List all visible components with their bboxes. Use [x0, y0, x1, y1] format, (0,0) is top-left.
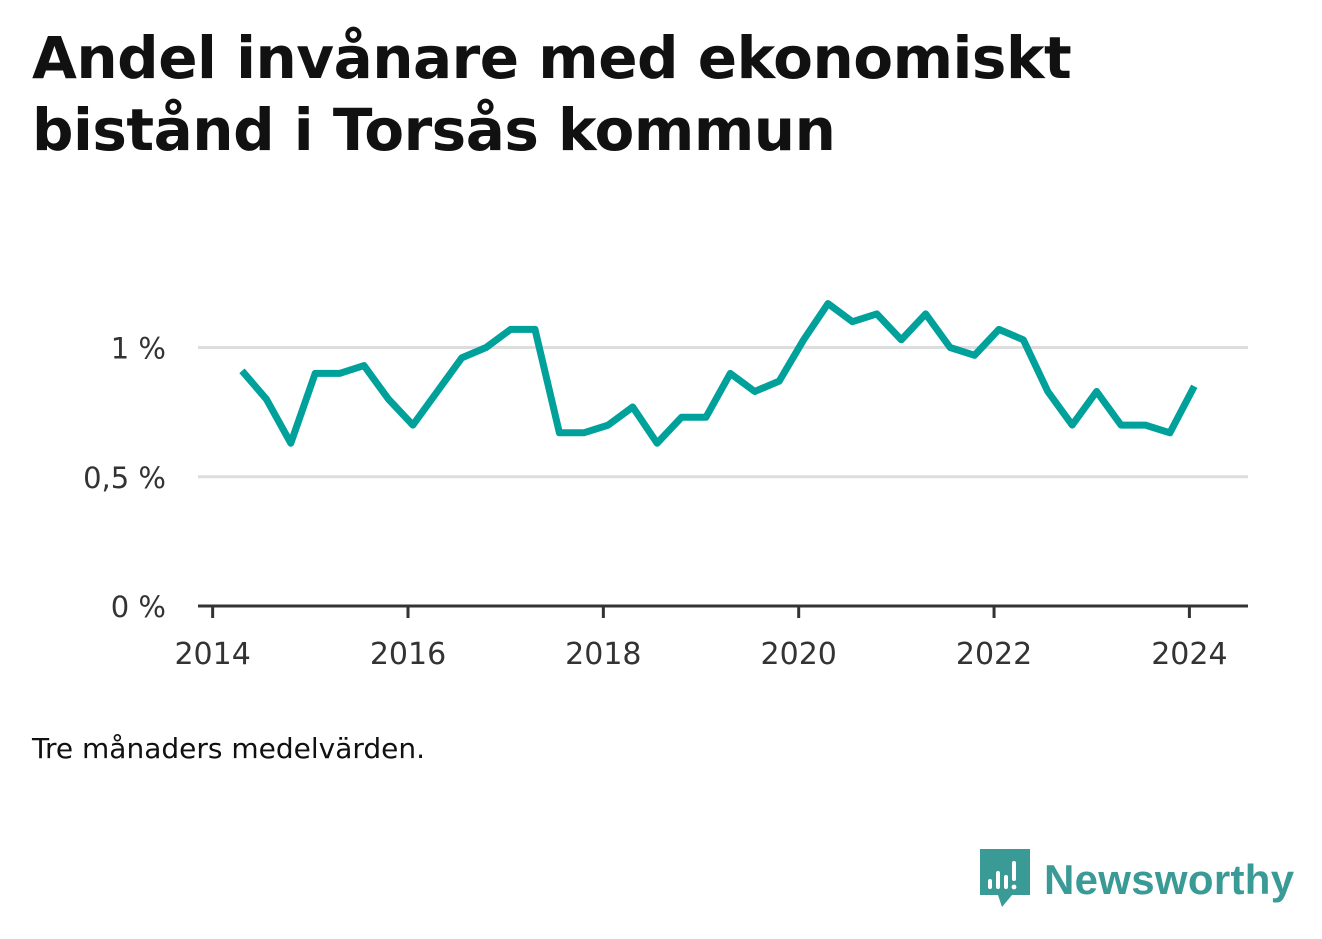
- x-tick-label: 2018: [565, 637, 641, 672]
- chart-note: Tre månaders medelvärden.: [32, 732, 426, 765]
- brand-name: Newsworthy: [1044, 856, 1295, 903]
- series-line: [239, 300, 1198, 447]
- newsworthy-logo-icon: [980, 849, 1030, 907]
- x-tick-label: 2014: [174, 637, 250, 672]
- x-tick-label: 2022: [956, 637, 1032, 672]
- chart-title: Andel invånare med ekonomiskt bistånd i …: [32, 24, 1072, 164]
- line-chart: 0 % 0,5 % 1 % 2014 2016 2018 2020 2022 2024: [83, 300, 1248, 672]
- brand-logo[interactable]: Newsworthy: [980, 848, 1294, 912]
- y-tick-label: 0 %: [111, 590, 166, 624]
- x-tick-label: 2024: [1151, 637, 1227, 672]
- x-tick-label: 2020: [761, 637, 837, 672]
- x-tick-label: 2016: [370, 637, 446, 672]
- y-tick-label: 0,5 %: [83, 461, 166, 495]
- y-tick-label: 1 %: [111, 332, 166, 366]
